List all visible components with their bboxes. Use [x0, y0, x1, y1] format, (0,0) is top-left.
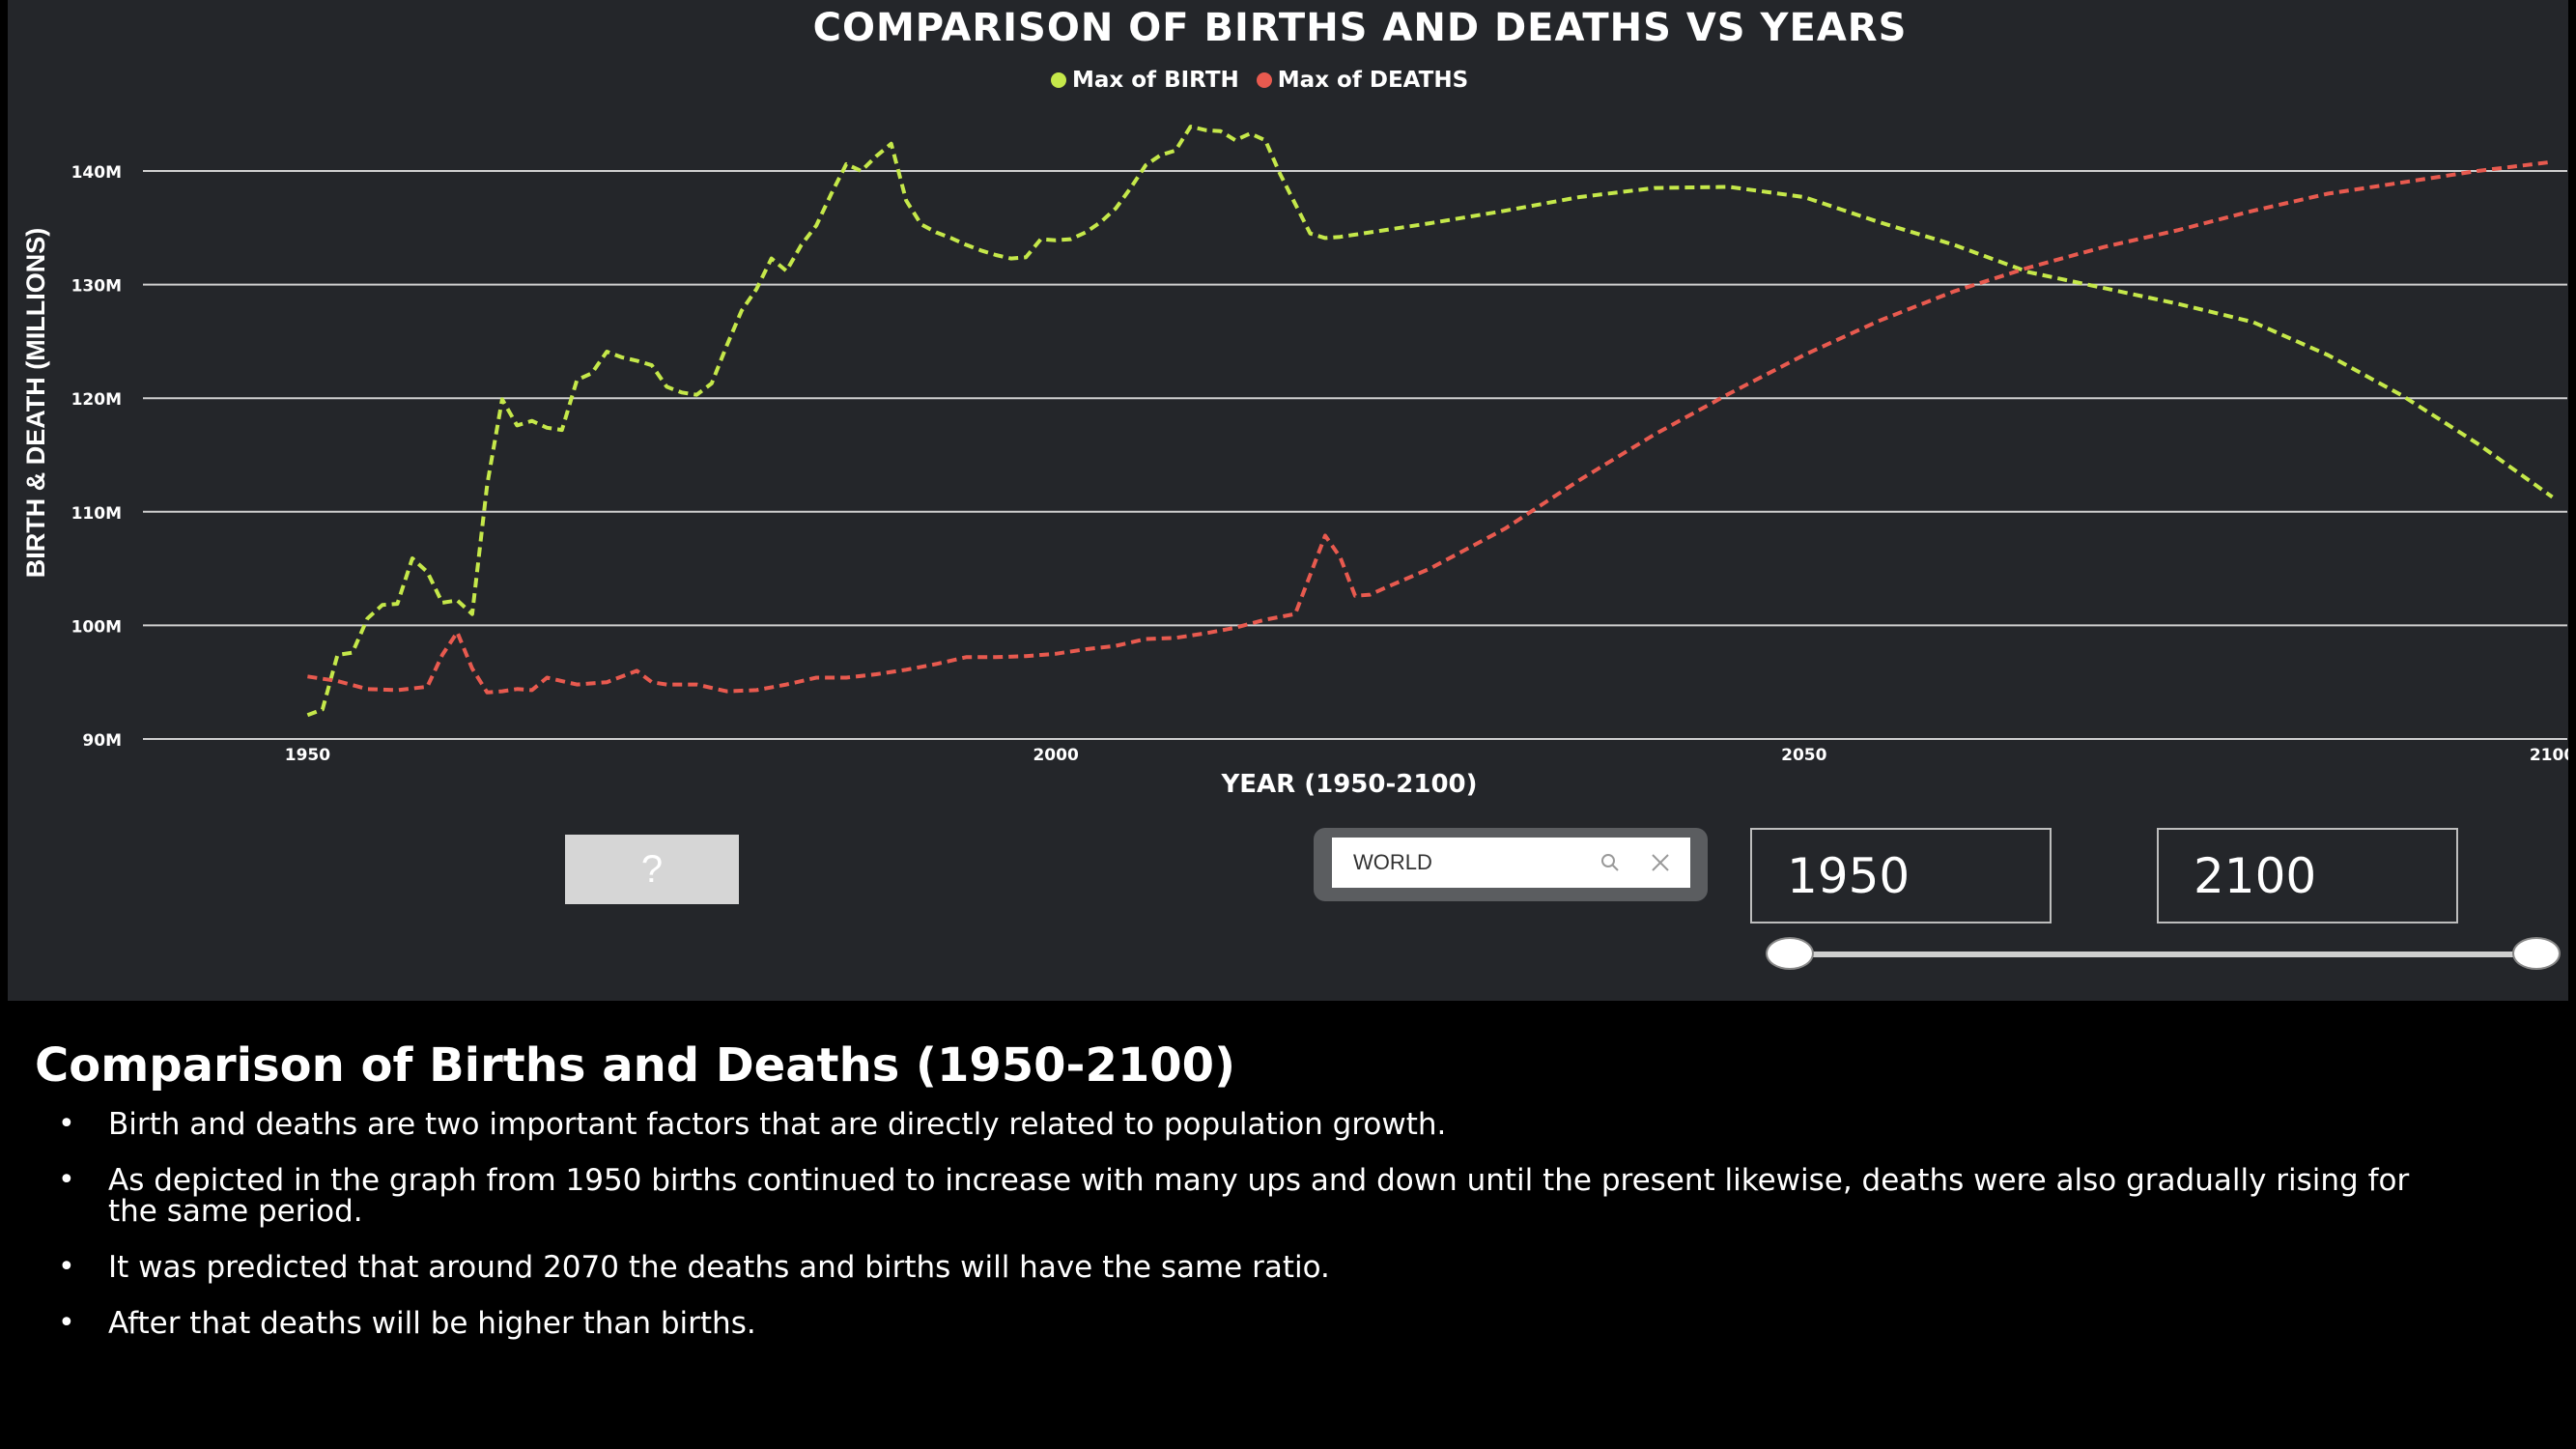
dashboard-panel: COMPARISON OF BIRTHS AND DEATHS VS YEARS…: [8, 0, 2568, 1001]
chart-title: COMPARISON OF BIRTHS AND DEATHS VS YEARS: [812, 6, 1908, 50]
x-axis-ticks: 1950 2000 2050 2100: [285, 746, 2568, 765]
search-box: [1314, 828, 1708, 901]
legend-label-birth: Max of BIRTH: [1072, 68, 1239, 93]
x-tick-label: 2050: [1781, 746, 1826, 765]
year-range-slider-end-handle[interactable]: [2512, 937, 2561, 970]
year-range-slider-track[interactable]: [1790, 952, 2539, 957]
bullet-item: It was predicted that around 2070 the de…: [58, 1252, 2434, 1283]
legend-item-birth[interactable]: Max of BIRTH: [1051, 68, 1239, 93]
grid-lines: [143, 170, 2567, 740]
bullet-item: As depicted in the graph from 1950 birth…: [58, 1165, 2434, 1227]
x-tick-label: 1950: [285, 746, 330, 765]
y-tick-label: 140M: [71, 163, 122, 183]
chart-plot-area: 90M 100M 110M 120M 130M 140M 1950 2000 2050 2100…: [21, 125, 2568, 799]
x-axis-label: YEAR (1950-2100): [1220, 770, 1477, 799]
y-tick-label: 100M: [71, 617, 122, 637]
legend-dot-deaths: [1256, 72, 1272, 88]
birth-series-line[interactable]: [306, 125, 2554, 718]
y-tick-label: 120M: [71, 390, 122, 410]
search-icon[interactable]: [1599, 851, 1622, 879]
year-end-field[interactable]: 2100: [2157, 828, 2458, 923]
legend-dot-birth: [1051, 72, 1066, 88]
help-button[interactable]: ?: [565, 835, 739, 904]
year-start-field[interactable]: 1950: [1750, 828, 2052, 923]
legend-label-deaths: Max of DEATHS: [1277, 68, 1469, 93]
clear-icon[interactable]: [1649, 851, 1672, 879]
chart-legend: Max of BIRTH Max of DEATHS: [1051, 68, 1468, 93]
y-axis-label: BIRTH & DEATH (MILLIONS): [21, 228, 50, 578]
y-tick-label: 130M: [71, 277, 122, 297]
x-tick-label: 2100: [2530, 746, 2568, 765]
notes-title: Comparison of Births and Deaths (1950-21…: [35, 1038, 1236, 1093]
deaths-series-line[interactable]: [307, 159, 2553, 695]
y-tick-label: 90M: [82, 731, 122, 751]
legend-item-deaths[interactable]: Max of DEATHS: [1256, 68, 1469, 93]
year-range-slider-start-handle[interactable]: [1766, 937, 1814, 970]
x-tick-label: 2000: [1033, 746, 1078, 765]
y-tick-label: 110M: [71, 504, 122, 524]
y-axis-ticks: 90M 100M 110M 120M 130M 140M: [71, 163, 122, 751]
bullet-item: After that deaths will be higher than bi…: [58, 1308, 2434, 1339]
search-field: [1332, 838, 1690, 888]
bullet-item: Birth and deaths are two important facto…: [58, 1109, 2434, 1140]
notes-bullet-list: Birth and deaths are two important facto…: [58, 1109, 2434, 1364]
series-lines: [306, 125, 2554, 718]
search-input[interactable]: [1332, 849, 1587, 876]
